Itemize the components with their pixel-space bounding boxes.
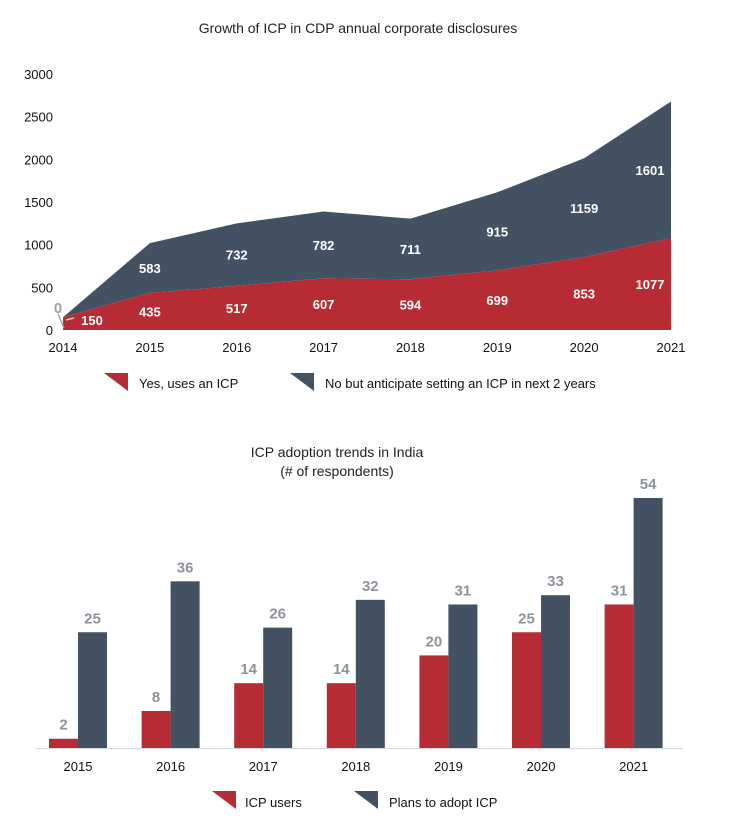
bar-icp-users bbox=[234, 683, 264, 748]
data-label-anticipate: 1159 bbox=[570, 201, 598, 216]
bar-icp-users bbox=[49, 738, 78, 748]
x-tick-label: 2017 bbox=[309, 340, 338, 355]
x-tick-label: 2015 bbox=[64, 759, 93, 774]
bar-icp-users bbox=[419, 655, 449, 748]
data-label-uses-icp: 517 bbox=[226, 301, 248, 316]
y-tick-label: 1000 bbox=[24, 238, 53, 253]
legend-swatch-icp-users bbox=[212, 791, 236, 809]
chart-title: Growth of ICP in CDP annual corporate di… bbox=[199, 20, 518, 36]
area-series-uses-icp bbox=[63, 238, 671, 330]
y-tick-label: 1500 bbox=[24, 195, 53, 210]
legend-label-uses-icp: Yes, uses an ICP bbox=[139, 376, 238, 391]
legend-label-anticipate: No but anticipate setting an ICP in next… bbox=[325, 376, 596, 391]
bar-chart-india-adoption: ICP adoption trends in India (# of respon… bbox=[36, 444, 683, 810]
x-tick-label: 2019 bbox=[434, 759, 463, 774]
data-label-uses-icp: 699 bbox=[486, 293, 508, 308]
x-tick-label: 2016 bbox=[222, 340, 251, 355]
bar-plans-to-adopt bbox=[541, 595, 570, 748]
chart-subtitle: (# of respondents) bbox=[280, 463, 394, 479]
bar-plans-to-adopt bbox=[633, 497, 663, 748]
data-label-uses-icp: 435 bbox=[139, 304, 161, 319]
data-label-uses-icp: 853 bbox=[573, 287, 595, 302]
x-tick-label: 2016 bbox=[156, 759, 185, 774]
data-label-icp-users: 2 bbox=[59, 717, 67, 734]
data-label-uses-icp: 1077 bbox=[636, 277, 665, 292]
bar-icp-users bbox=[512, 632, 541, 748]
data-label-icp-users: 31 bbox=[611, 582, 628, 599]
bar-plans-to-adopt bbox=[263, 627, 293, 748]
data-label-icp-users: 14 bbox=[240, 661, 257, 678]
bar-plans-to-adopt bbox=[78, 632, 107, 748]
x-tick-label: 2015 bbox=[135, 340, 164, 355]
y-tick-label: 500 bbox=[31, 280, 53, 295]
data-label-anticipate: 1601 bbox=[636, 163, 665, 178]
bar-plans-to-adopt bbox=[170, 581, 200, 748]
data-label-plans-to-adopt: 54 bbox=[640, 476, 657, 493]
x-tick-label: 2021 bbox=[657, 340, 686, 355]
data-label-uses-icp: 607 bbox=[313, 297, 335, 312]
data-label-anticipate: 782 bbox=[313, 238, 335, 253]
y-tick-label: 2500 bbox=[24, 110, 53, 125]
x-tick-label: 2021 bbox=[619, 759, 648, 774]
bar-icp-users bbox=[141, 710, 171, 748]
data-label-plans-to-adopt: 26 bbox=[269, 606, 286, 623]
x-tick-label: 2020 bbox=[570, 340, 599, 355]
x-tick-label: 2017 bbox=[249, 759, 278, 774]
x-tick-label: 2019 bbox=[483, 340, 512, 355]
data-label-uses-icp: 594 bbox=[400, 298, 422, 313]
label-leader-line bbox=[65, 317, 75, 321]
data-label-uses-icp: 150 bbox=[81, 313, 103, 328]
legend-swatch-anticipate bbox=[290, 373, 314, 391]
bar-plans-to-adopt bbox=[355, 599, 385, 748]
y-tick-label: 3000 bbox=[24, 67, 53, 82]
data-label-anticipate: 711 bbox=[400, 242, 421, 257]
legend-swatch-uses-icp bbox=[104, 373, 128, 391]
y-tick-label: 0 bbox=[46, 323, 53, 338]
data-label-icp-users: 20 bbox=[426, 633, 443, 650]
data-label-anticipate: 732 bbox=[226, 248, 248, 263]
data-label-plans-to-adopt: 33 bbox=[547, 573, 564, 590]
data-label-icp-users: 8 bbox=[152, 689, 160, 706]
data-label-plans-to-adopt: 32 bbox=[362, 578, 379, 595]
bar-plans-to-adopt bbox=[448, 604, 478, 748]
data-label-anticipate: 583 bbox=[139, 261, 161, 276]
y-tick-label: 2000 bbox=[24, 152, 53, 167]
x-tick-label: 2018 bbox=[396, 340, 425, 355]
data-label-plans-to-adopt: 31 bbox=[455, 582, 472, 599]
data-label-anticipate: 915 bbox=[486, 224, 508, 239]
data-label-icp-users: 14 bbox=[333, 661, 350, 678]
legend-swatch-plans-to-adopt bbox=[354, 791, 378, 809]
chart-title: ICP adoption trends in India bbox=[251, 444, 424, 460]
data-label-plans-to-adopt: 25 bbox=[84, 610, 101, 627]
label-leader-line bbox=[57, 313, 65, 329]
data-label-anticipate: 0 bbox=[54, 300, 62, 317]
x-tick-label: 2014 bbox=[49, 340, 78, 355]
data-label-icp-users: 25 bbox=[518, 610, 535, 627]
data-label-plans-to-adopt: 36 bbox=[177, 559, 194, 576]
area-chart-icp-growth: Growth of ICP in CDP annual corporate di… bbox=[24, 20, 686, 391]
legend-label-plans-to-adopt: Plans to adopt ICP bbox=[389, 795, 497, 810]
bar-icp-users bbox=[604, 604, 634, 748]
x-tick-label: 2020 bbox=[527, 759, 556, 774]
x-tick-label: 2018 bbox=[341, 759, 370, 774]
bar-icp-users bbox=[326, 683, 356, 748]
legend-label-icp-users: ICP users bbox=[245, 795, 302, 810]
area-series-anticipate bbox=[63, 101, 671, 318]
